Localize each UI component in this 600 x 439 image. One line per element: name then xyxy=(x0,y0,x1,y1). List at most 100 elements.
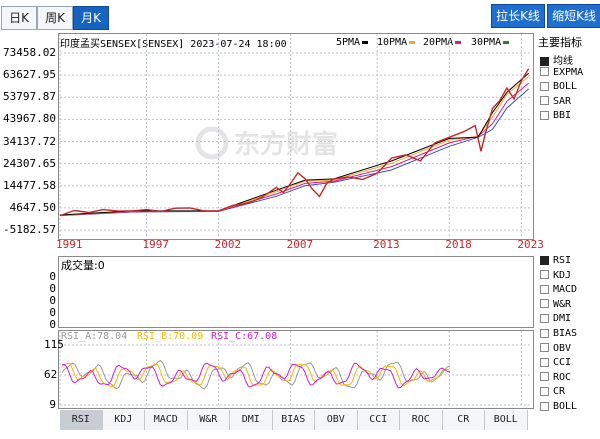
indicator-option[interactable]: SAR xyxy=(540,96,571,107)
checkbox[interactable] xyxy=(540,255,549,265)
volume-panel xyxy=(58,256,534,328)
ma-legend-swatch xyxy=(503,40,510,44)
x-tick-label: 2018 xyxy=(445,238,472,251)
stretch-kline-button[interactable]: 拉长K线 xyxy=(491,4,545,28)
indicator-option[interactable]: KDJ xyxy=(540,270,571,281)
indicator-tab-kdj[interactable]: KDJ xyxy=(102,410,145,430)
indicator-tab-obv[interactable]: OBV xyxy=(315,410,358,430)
indicator-label: RSI xyxy=(553,255,572,266)
indicator-label: BOLL xyxy=(553,401,578,412)
indicator-option[interactable]: BBI xyxy=(540,110,571,121)
indicator-option[interactable]: RSI xyxy=(540,255,571,266)
period-tab[interactable]: 周K xyxy=(37,6,73,30)
indicator-option[interactable]: EXPMA xyxy=(540,67,583,78)
series-line-sensex xyxy=(59,68,530,217)
indicator-option[interactable]: W&R xyxy=(540,299,571,310)
x-tick-label: 2023 xyxy=(517,238,544,251)
rsi-legend-item: RSI_A:78.04 xyxy=(61,331,128,342)
ma-legend-swatch xyxy=(409,40,416,44)
ma-legend-label: 20PMA xyxy=(423,37,454,48)
rsi-tick-label: 62 xyxy=(44,368,58,381)
volume-tick-label: 0 xyxy=(49,282,56,295)
rsi-tick-label: 9 xyxy=(49,398,56,411)
checkbox[interactable] xyxy=(540,372,549,382)
indicator-tab-boll[interactable]: BOLL xyxy=(485,410,528,430)
checkbox[interactable] xyxy=(540,357,549,367)
y-tick-label: 73458.02 xyxy=(3,46,56,59)
indicator-option[interactable]: ROC xyxy=(540,372,571,383)
indicator-label: BIAS xyxy=(553,328,578,339)
indicator-option[interactable]: BIAS xyxy=(540,328,577,339)
ma-legend-label: 30PMA xyxy=(471,37,502,48)
indicator-tab-macd[interactable]: MACD xyxy=(145,410,188,430)
x-tick-label: 2007 xyxy=(286,238,314,251)
indicator-option[interactable]: DMI xyxy=(540,313,571,324)
checkbox[interactable] xyxy=(540,299,549,309)
checkbox[interactable] xyxy=(540,81,549,91)
x-tick-label: 2013 xyxy=(373,238,400,251)
indicator-label: BBI xyxy=(553,110,572,122)
checkbox[interactable] xyxy=(540,284,549,294)
volume-label: 成交量:0 xyxy=(61,259,105,272)
y-tick-label: 4647.50 xyxy=(9,200,56,214)
ma-legend-label: 10PMA xyxy=(377,37,408,48)
indicator-tab-rsi[interactable]: RSI xyxy=(60,410,103,430)
chart-title: 印度孟买SENSEX[SENSEX] 2023-07-24 18:00 xyxy=(60,39,287,50)
rsi-line-rsi-b xyxy=(61,362,451,388)
rsi-panel xyxy=(58,330,534,409)
indicator-label: 均线 xyxy=(553,56,573,67)
rsi-tick-label: 115 xyxy=(44,338,64,351)
checkbox[interactable] xyxy=(540,67,549,77)
watermark: 东方财富 xyxy=(195,126,338,160)
indicator-option[interactable]: MACD xyxy=(540,284,577,295)
rsi-legend-item: RSI_B:70.09 xyxy=(137,331,204,342)
period-tab[interactable]: 日K xyxy=(1,6,37,30)
indicator-option[interactable]: BOLL xyxy=(540,401,577,412)
ma-legend-item: 30PMA xyxy=(471,37,510,48)
indicator-label: ROC xyxy=(553,371,572,383)
indicator-label: KDJ xyxy=(553,269,572,281)
ma-legend-swatch xyxy=(362,40,369,44)
volume-tick-label: 0 xyxy=(49,306,56,319)
checkbox[interactable] xyxy=(540,386,549,396)
y-tick-label: 43967.80 xyxy=(3,112,56,126)
ma-legend-swatch xyxy=(455,40,462,44)
watermark-logo-icon xyxy=(195,126,229,160)
indicator-tab-dmi[interactable]: DMI xyxy=(230,410,273,430)
x-tick-label: 2002 xyxy=(214,238,242,251)
indicator-tab-cr[interactable]: CR xyxy=(442,410,485,430)
checkbox[interactable] xyxy=(540,96,549,106)
checkbox[interactable] xyxy=(540,401,549,411)
indicator-option[interactable]: CR xyxy=(540,386,565,397)
indicator-label: BOLL xyxy=(553,81,578,93)
checkbox[interactable] xyxy=(540,270,549,280)
indicators-title: 主要指标 xyxy=(538,36,582,49)
ma-legend-label: 5PMA xyxy=(336,37,361,48)
checkbox[interactable] xyxy=(540,56,549,66)
period-tab[interactable]: 月K xyxy=(73,6,109,30)
volume-tick-label: 0 xyxy=(49,318,56,331)
rsi-line-rsi-c xyxy=(61,362,451,389)
indicator-option[interactable]: OBV xyxy=(540,343,571,354)
indicator-tab-cci[interactable]: CCI xyxy=(357,410,400,430)
ma-legend-item: 10PMA xyxy=(377,37,416,48)
y-tick-label: -5182.57 xyxy=(3,223,56,236)
indicator-tab-wr[interactable]: W&R xyxy=(187,410,230,430)
volume-tick-label: 0 xyxy=(49,294,56,307)
volume-tick-label: 0 xyxy=(49,270,56,283)
indicator-option[interactable]: BOLL xyxy=(540,81,577,92)
indicator-option[interactable]: 均线 xyxy=(540,52,573,67)
indicator-tab-bias[interactable]: BIAS xyxy=(272,410,315,430)
indicator-tab-roc[interactable]: ROC xyxy=(400,410,443,430)
checkbox[interactable] xyxy=(540,110,549,120)
x-tick-label: 1991 xyxy=(56,238,83,251)
shrink-kline-button[interactable]: 缩短K线 xyxy=(547,4,600,28)
checkbox[interactable] xyxy=(540,313,549,323)
watermark-text: 东方财富 xyxy=(234,129,338,160)
checkbox[interactable] xyxy=(540,328,549,338)
y-tick-label: 24307.65 xyxy=(3,156,56,170)
y-tick-label: 34137.72 xyxy=(3,134,56,148)
indicator-option[interactable]: CCI xyxy=(540,357,571,368)
checkbox[interactable] xyxy=(540,343,549,353)
